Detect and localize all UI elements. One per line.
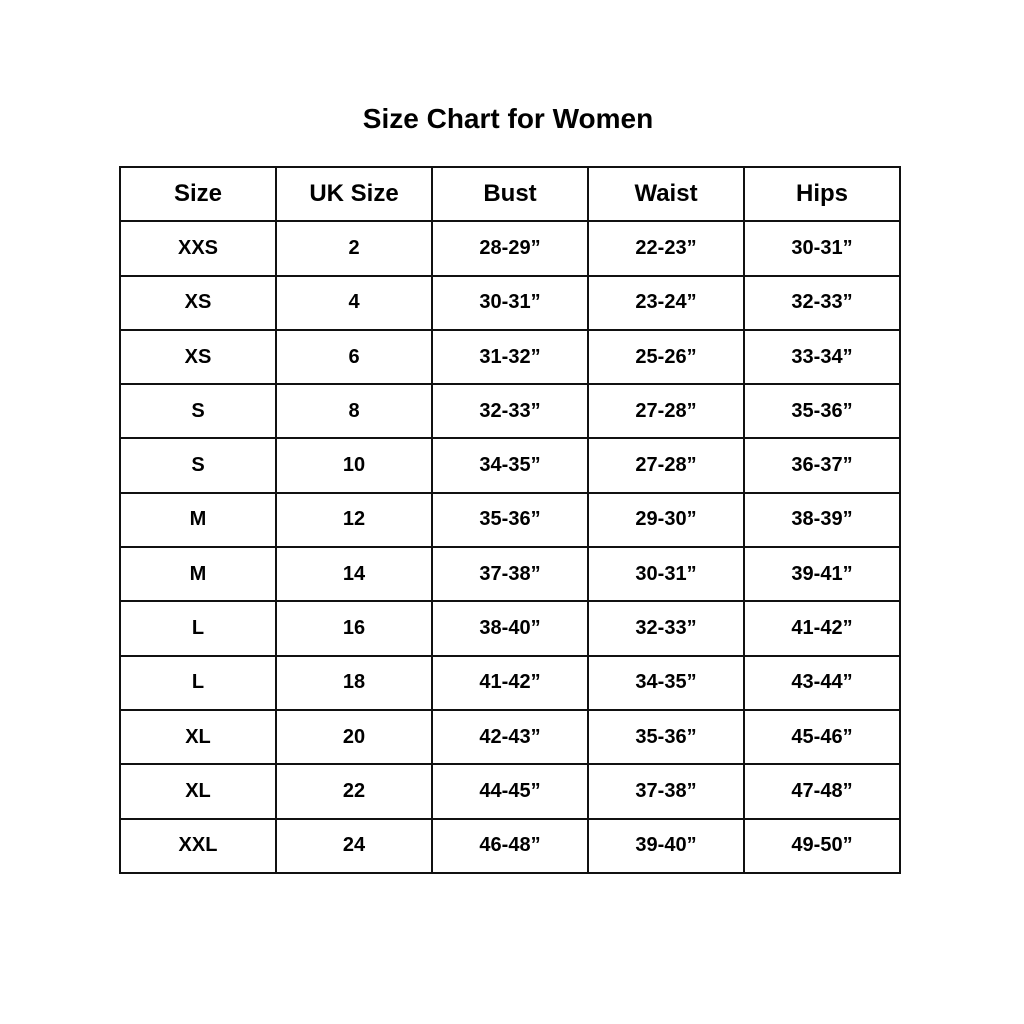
cell-bust: 32-33”: [431, 383, 589, 440]
cell-bust: 37-38”: [431, 546, 589, 603]
cell-waist: 32-33”: [587, 600, 745, 657]
cell-bust: 41-42”: [431, 654, 589, 711]
cell-uk-size: 22: [275, 763, 433, 820]
column-header-bust: Bust: [431, 165, 589, 223]
cell-uk-size: 12: [275, 491, 433, 549]
cell-hips: 38-39”: [743, 491, 901, 549]
cell-waist: 34-35”: [587, 654, 745, 711]
cell-uk-size: 14: [275, 546, 433, 603]
cell-waist: 37-38”: [587, 763, 745, 820]
cell-hips: 47-48”: [743, 763, 901, 820]
table-row: XS 4 30-31” 23-24” 32-33”: [119, 274, 901, 331]
cell-bust: 34-35”: [431, 437, 589, 494]
cell-size: S: [119, 437, 277, 494]
cell-waist: 39-40”: [587, 817, 745, 874]
cell-uk-size: 20: [275, 708, 433, 766]
cell-uk-size: 6: [275, 328, 433, 386]
cell-size: M: [119, 491, 277, 549]
cell-uk-size: 4: [275, 274, 433, 331]
cell-uk-size: 24: [275, 817, 433, 874]
cell-uk-size: 8: [275, 383, 433, 440]
cell-bust: 31-32”: [431, 328, 589, 386]
cell-size: XS: [119, 274, 277, 331]
table-row: M 14 37-38” 30-31” 39-41”: [119, 546, 901, 603]
cell-size: M: [119, 546, 277, 603]
column-header-waist: Waist: [587, 165, 745, 223]
cell-size: XL: [119, 763, 277, 820]
cell-size: L: [119, 654, 277, 711]
table-header-row: Size UK Size Bust Waist Hips: [119, 165, 901, 223]
cell-uk-size: 18: [275, 654, 433, 711]
cell-hips: 49-50”: [743, 817, 901, 874]
cell-size: XXS: [119, 220, 277, 277]
table-row: XXS 2 28-29” 22-23” 30-31”: [119, 220, 901, 277]
cell-hips: 36-37”: [743, 437, 901, 494]
cell-bust: 42-43”: [431, 708, 589, 766]
cell-bust: 28-29”: [431, 220, 589, 277]
cell-uk-size: 16: [275, 600, 433, 657]
table-row: S 10 34-35” 27-28” 36-37”: [119, 437, 901, 494]
cell-uk-size: 2: [275, 220, 433, 277]
table-row: M 12 35-36” 29-30” 38-39”: [119, 491, 901, 549]
cell-waist: 29-30”: [587, 491, 745, 549]
cell-hips: 43-44”: [743, 654, 901, 711]
cell-hips: 32-33”: [743, 274, 901, 331]
cell-hips: 35-36”: [743, 383, 901, 440]
column-header-hips: Hips: [743, 165, 901, 223]
cell-hips: 39-41”: [743, 546, 901, 603]
cell-bust: 30-31”: [431, 274, 589, 331]
cell-bust: 38-40”: [431, 600, 589, 657]
table-row: XS 6 31-32” 25-26” 33-34”: [119, 328, 901, 386]
cell-size: L: [119, 600, 277, 657]
cell-waist: 25-26”: [587, 328, 745, 386]
cell-size: S: [119, 383, 277, 440]
cell-hips: 30-31”: [743, 220, 901, 277]
cell-waist: 27-28”: [587, 383, 745, 440]
cell-hips: 41-42”: [743, 600, 901, 657]
cell-waist: 35-36”: [587, 708, 745, 766]
cell-hips: 45-46”: [743, 708, 901, 766]
cell-size: XL: [119, 708, 277, 766]
table-row: XL 20 42-43” 35-36” 45-46”: [119, 708, 901, 766]
cell-size: XS: [119, 328, 277, 386]
page-title: Size Chart for Women: [362, 103, 654, 134]
table-row: XL 22 44-45” 37-38” 47-48”: [119, 763, 901, 820]
cell-bust: 44-45”: [431, 763, 589, 820]
column-header-uk-size: UK Size: [275, 165, 433, 223]
cell-hips: 33-34”: [743, 328, 901, 386]
size-chart-table: Size UK Size Bust Waist Hips XXS 2 28-29” 22-23…: [119, 165, 901, 874]
cell-waist: 23-24”: [587, 274, 745, 331]
table-row: S 8 32-33” 27-28” 35-36”: [119, 383, 901, 440]
column-header-size: Size: [119, 165, 277, 223]
cell-uk-size: 10: [275, 437, 433, 494]
cell-waist: 30-31”: [587, 546, 745, 603]
table-row: L 16 38-40” 32-33” 41-42”: [119, 600, 901, 657]
cell-waist: 22-23”: [587, 220, 745, 277]
cell-size: XXL: [119, 817, 277, 874]
table-row: L 18 41-42” 34-35” 43-44”: [119, 654, 901, 711]
cell-waist: 27-28”: [587, 437, 745, 494]
cell-bust: 46-48”: [431, 817, 589, 874]
cell-bust: 35-36”: [431, 491, 589, 549]
table-row: XXL 24 46-48” 39-40” 49-50”: [119, 817, 901, 874]
